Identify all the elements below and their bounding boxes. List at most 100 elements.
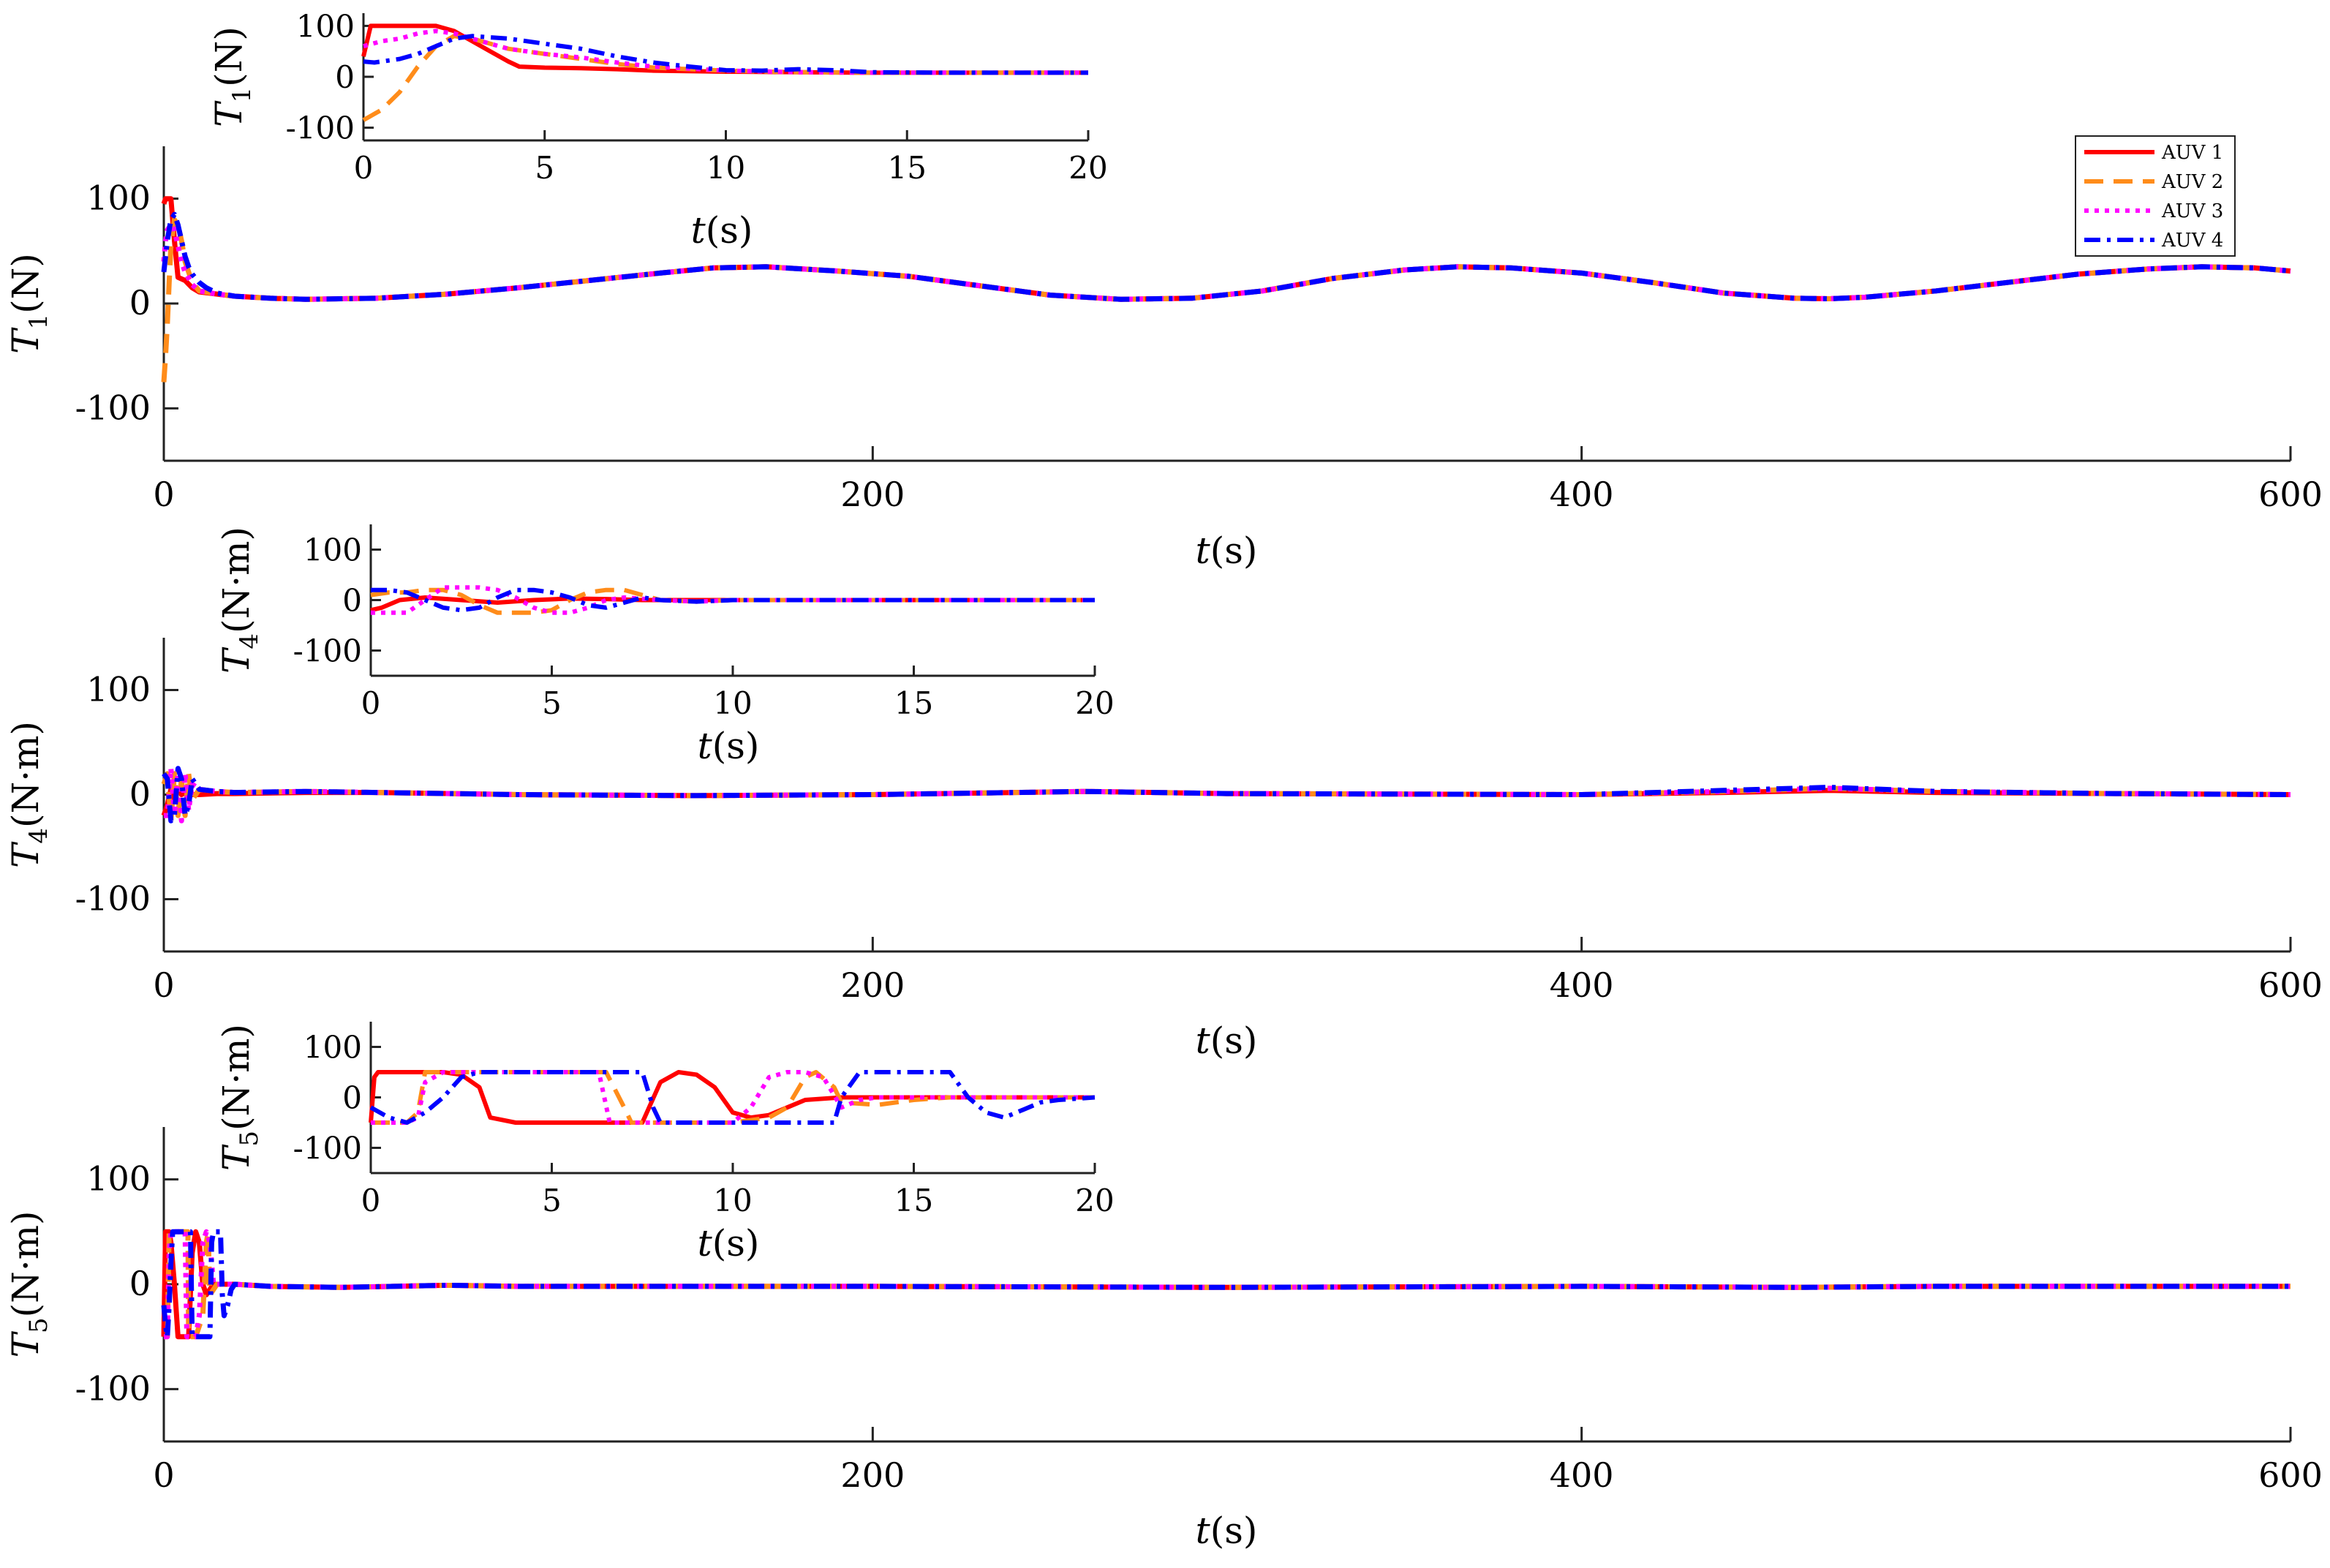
y-tick-label: 0	[129, 1264, 151, 1303]
y-tick-label: -100	[75, 879, 151, 919]
x-tick-label: 200	[840, 1455, 905, 1495]
x-tick-label: 0	[354, 150, 374, 186]
x-tick-label: 15	[888, 150, 927, 186]
y-tick-label: 0	[342, 1080, 362, 1116]
series-line-auv-3	[161, 222, 2291, 302]
x-axis-label-symbol: t	[1196, 1019, 1211, 1062]
y-tick-label: 0	[129, 283, 151, 323]
x-tick-label: 20	[1075, 1183, 1114, 1218]
x-tick-label: 0	[361, 685, 381, 721]
series-line-auv-4	[161, 1229, 2291, 1340]
y-tick-label: 100	[86, 178, 151, 218]
x-tick-label: 400	[1550, 1455, 1614, 1495]
y-axis-label-symbol: T	[4, 1331, 47, 1358]
series-line-auv-4	[369, 1070, 1096, 1125]
x-tick-label: 600	[2258, 1455, 2323, 1495]
x-tick-label: 0	[361, 1183, 381, 1218]
x-tick-label: 0	[153, 475, 174, 514]
x-axis-label: t(s)	[1196, 1509, 1258, 1552]
legend-label: AUV 1	[2161, 142, 2223, 164]
x-axis-label-unit: (s)	[1210, 1509, 1258, 1552]
x-tick-label: 10	[713, 685, 752, 721]
y-tick-label: 100	[86, 670, 151, 709]
series-line-auv-4	[162, 766, 2291, 823]
y-axis-label: T4(N·m)	[4, 721, 53, 868]
series-line-auv-2	[371, 1070, 1095, 1125]
y-tick-label: 0	[129, 774, 151, 814]
y-axis-label-unit: (N·m)	[4, 721, 47, 828]
x-axis-label: t(s)	[1196, 529, 1258, 572]
x-axis-label-symbol: t	[698, 725, 713, 767]
x-axis-label: t(s)	[698, 725, 760, 767]
y-axis-label-subscript: 5	[24, 1318, 53, 1334]
y-tick-label: 0	[342, 583, 362, 619]
y-axis-label: T5(N·m)	[4, 1210, 53, 1357]
y-axis-label: T1(N)	[208, 26, 257, 127]
y-tick-label: 100	[303, 532, 362, 568]
x-axis-label-symbol: t	[698, 1222, 713, 1264]
y-tick-label: -100	[293, 633, 362, 669]
x-axis-label-unit: (s)	[1210, 1019, 1258, 1062]
y-axis-label: T5(N·m)	[215, 1024, 264, 1171]
chart-p1-inset: 0 5 10 15 20 -100 0 100 t(s) T1(N)	[208, 6, 1108, 252]
y-tick-label: 100	[296, 8, 355, 44]
y-axis-label-symbol: T	[4, 841, 47, 868]
x-tick-label: 10	[713, 1183, 752, 1218]
y-tick-label: 0	[335, 59, 355, 95]
x-tick-label: 200	[840, 965, 905, 1005]
y-axis-label-subscript: 4	[24, 828, 53, 844]
legend-label: AUV 3	[2161, 200, 2223, 222]
legend-box	[2075, 135, 2236, 257]
x-axis-label-unit: (s)	[712, 1222, 760, 1264]
x-tick-label: 5	[542, 1183, 562, 1218]
x-axis-label-unit: (s)	[1210, 529, 1258, 572]
y-axis-label-subscript: 1	[24, 314, 53, 330]
chart-p2-inset: 0 5 10 15 20 -100 0 100 t(s) T4(N·m)	[215, 517, 1115, 785]
x-tick-label: 0	[153, 1455, 174, 1495]
x-tick-label: 15	[894, 685, 933, 721]
legend: AUV 1 AUV 2 AUV 3 AUV 4	[2075, 135, 2236, 257]
y-axis-label-unit: (N·m)	[215, 527, 257, 633]
y-axis-label-symbol: T	[208, 100, 250, 127]
legend-label: AUV 4	[2161, 230, 2223, 252]
y-axis-label-subscript: 1	[227, 87, 257, 103]
x-axis-label-symbol: t	[691, 209, 706, 252]
series-line-auv-4	[161, 211, 2291, 302]
x-tick-label: 15	[894, 1183, 933, 1218]
x-tick-label: 600	[2258, 475, 2323, 514]
y-axis-label-unit: (N)	[4, 253, 47, 314]
x-tick-label: 5	[535, 150, 554, 186]
x-tick-label: 5	[542, 685, 562, 721]
y-axis-label-subscript: 4	[235, 633, 264, 649]
y-axis-label: T1(N)	[4, 253, 53, 354]
x-tick-label: 400	[1550, 965, 1614, 1005]
series-line-auv-1	[161, 1229, 2291, 1340]
x-axis-label-symbol: t	[1196, 529, 1211, 572]
series-line-auv-2	[162, 1229, 2291, 1340]
x-tick-label: 200	[840, 475, 905, 514]
plot-background	[246, 6, 1096, 250]
x-axis-label: t(s)	[698, 1222, 760, 1264]
series-line-auv-4	[363, 34, 1088, 75]
plot-background	[254, 517, 1102, 785]
y-axis-label-symbol: T	[215, 1144, 257, 1171]
y-axis-label-subscript: 5	[235, 1131, 264, 1147]
legend-label: AUV 2	[2161, 171, 2223, 193]
x-tick-label: 20	[1075, 685, 1114, 721]
y-tick-label: 100	[86, 1159, 151, 1199]
series-line-auv-3	[363, 29, 1088, 75]
x-tick-label: 400	[1550, 475, 1614, 514]
y-axis-label: T4(N·m)	[215, 527, 264, 674]
x-axis-label: t(s)	[1196, 1019, 1258, 1062]
x-tick-label: 20	[1068, 150, 1107, 186]
y-tick-label: 100	[303, 1030, 362, 1066]
y-tick-label: -100	[75, 388, 151, 427]
x-tick-label: 10	[706, 150, 745, 186]
y-axis-label-unit: (N·m)	[4, 1210, 47, 1317]
x-axis-label-symbol: t	[1196, 1509, 1211, 1552]
